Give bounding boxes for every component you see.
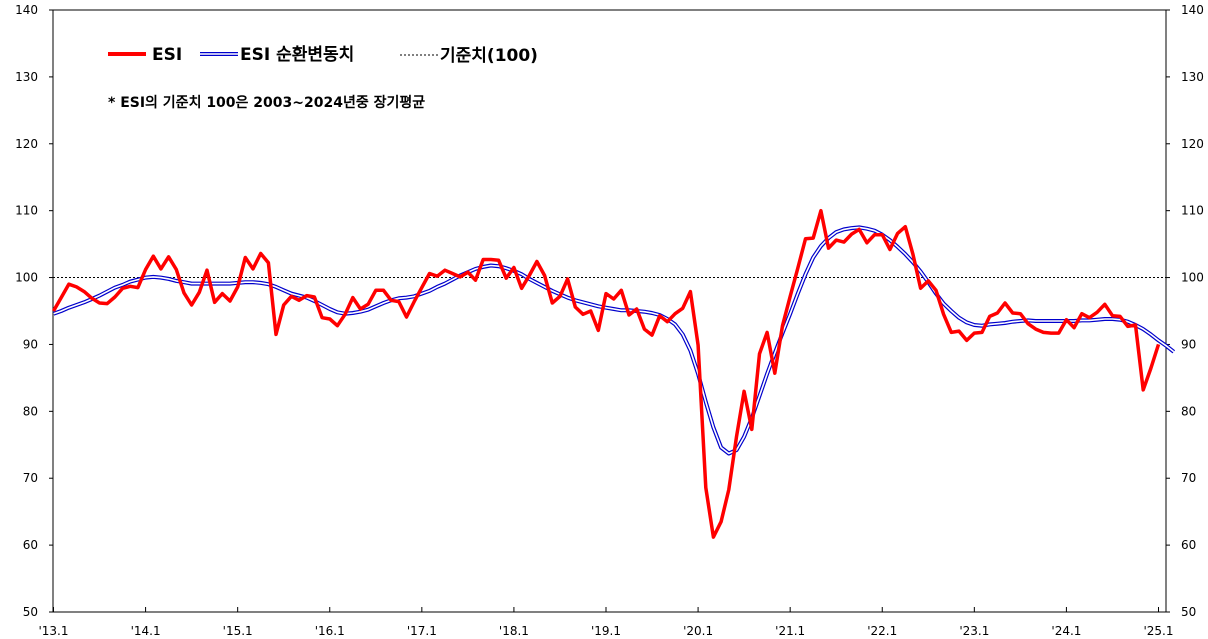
series-line-esi	[51, 208, 1161, 539]
y-tick-label-right: 140	[1181, 3, 1204, 17]
y-tick-label-left: 130	[15, 70, 38, 84]
x-tick-label: '15.1	[223, 624, 253, 638]
x-tick-label: '25.1	[1143, 624, 1173, 638]
y-tick-label-left: 80	[23, 404, 38, 418]
y-tick-label-right: 100	[1181, 271, 1204, 285]
y-tick-label-left: 120	[15, 137, 38, 151]
y-tick-label-left: 100	[15, 271, 38, 285]
y-tick-label-left: 50	[23, 605, 38, 619]
y-tick-label-right: 80	[1181, 404, 1196, 418]
chart-note: * ESI의 기준치 100은 2003~2024년중 장기평균	[108, 94, 425, 111]
y-tick-label-left: 70	[23, 471, 38, 485]
axis-ticks-group: 50 50 60 60 70 70 80 80 90 90 100 100 110 110 120 120 13…	[15, 3, 1204, 638]
y-tick-label-left: 140	[15, 3, 38, 17]
series-group	[51, 208, 1176, 539]
legend-cyclical-label: ESI 순환변동치	[240, 45, 354, 65]
legend-reference-label: 기준치(100)	[440, 46, 538, 66]
y-tick-label-right: 120	[1181, 137, 1204, 151]
y-tick-label-right: 130	[1181, 70, 1204, 84]
x-tick-label: '21.1	[775, 624, 805, 638]
series-line-cyclical	[52, 225, 1176, 456]
y-tick-label-right: 60	[1181, 538, 1196, 552]
y-tick-label-left: 90	[23, 337, 38, 351]
series-line-cyclical-inner	[53, 226, 1175, 455]
legend-esi-label: ESI	[152, 45, 182, 65]
legend: ESI ESI 순환변동치 기준치(100)	[108, 45, 538, 66]
y-tick-label-right: 110	[1181, 204, 1204, 218]
x-tick-label: '13.1	[38, 624, 68, 638]
x-tick-label: '14.1	[131, 624, 161, 638]
y-tick-label-right: 50	[1181, 605, 1196, 619]
x-tick-label: '17.1	[407, 624, 437, 638]
x-tick-label: '18.1	[499, 624, 529, 638]
plot-frame	[52, 9, 1167, 613]
x-tick-label: '20.1	[683, 624, 713, 638]
x-tick-label: '22.1	[867, 624, 897, 638]
x-tick-label: '24.1	[1051, 624, 1081, 638]
y-tick-label-right: 70	[1181, 471, 1196, 485]
y-tick-label-left: 60	[23, 538, 38, 552]
y-tick-label-right: 90	[1181, 337, 1196, 351]
x-tick-label: '19.1	[591, 624, 621, 638]
y-tick-label-left: 110	[15, 204, 38, 218]
x-tick-label: '16.1	[315, 624, 345, 638]
x-tick-label: '23.1	[959, 624, 989, 638]
